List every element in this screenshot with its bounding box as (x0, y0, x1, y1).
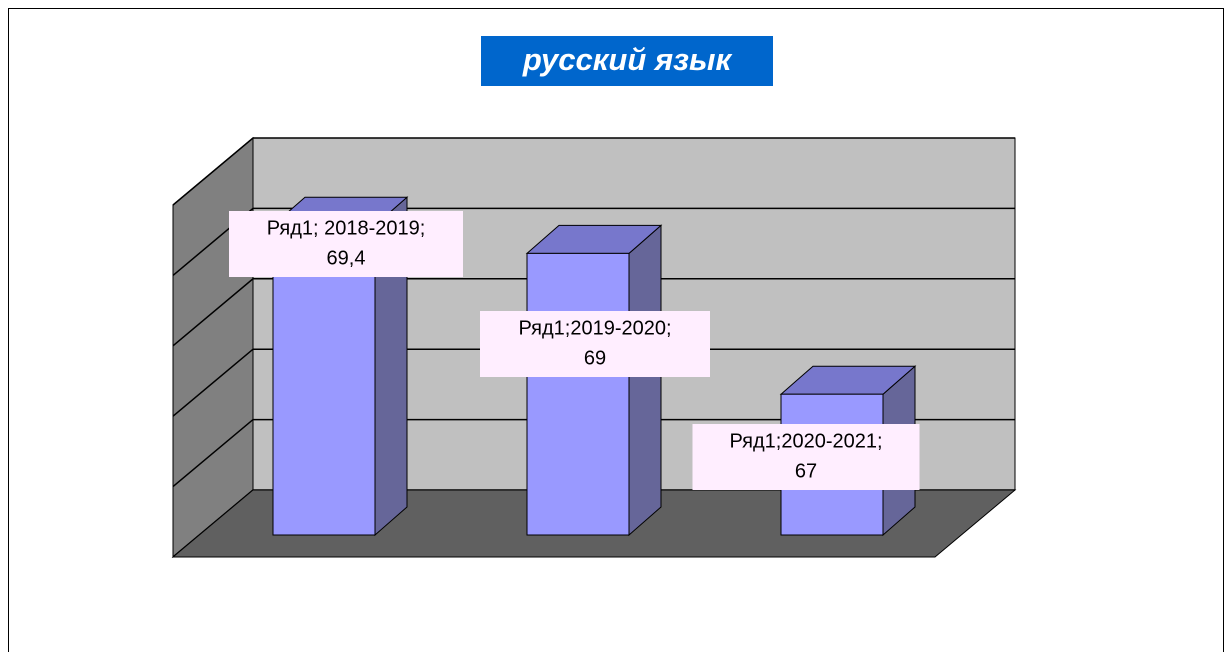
grid-line (172, 137, 1015, 206)
bar-side (628, 224, 662, 537)
grid-line (172, 418, 1015, 488)
chart-title: русский язык (522, 42, 733, 77)
grid-line (172, 348, 1015, 417)
data-label: 69 (584, 347, 606, 369)
grid-line (172, 278, 1015, 347)
data-label: Ряд1;2019-2020; (518, 317, 671, 339)
side-wall (172, 136, 254, 559)
data-label: 67 (795, 460, 817, 482)
data-label: 69,4 (327, 247, 366, 269)
data-label-box (692, 424, 920, 490)
data-label: Ряд1; 2018-2019; (267, 217, 426, 239)
grid-line (172, 207, 1015, 276)
data-label: Ряд1;2020-2021; (729, 430, 882, 452)
title-box (481, 36, 773, 86)
data-label-box (480, 311, 710, 377)
data-label-box (229, 211, 463, 277)
bar (526, 252, 630, 536)
